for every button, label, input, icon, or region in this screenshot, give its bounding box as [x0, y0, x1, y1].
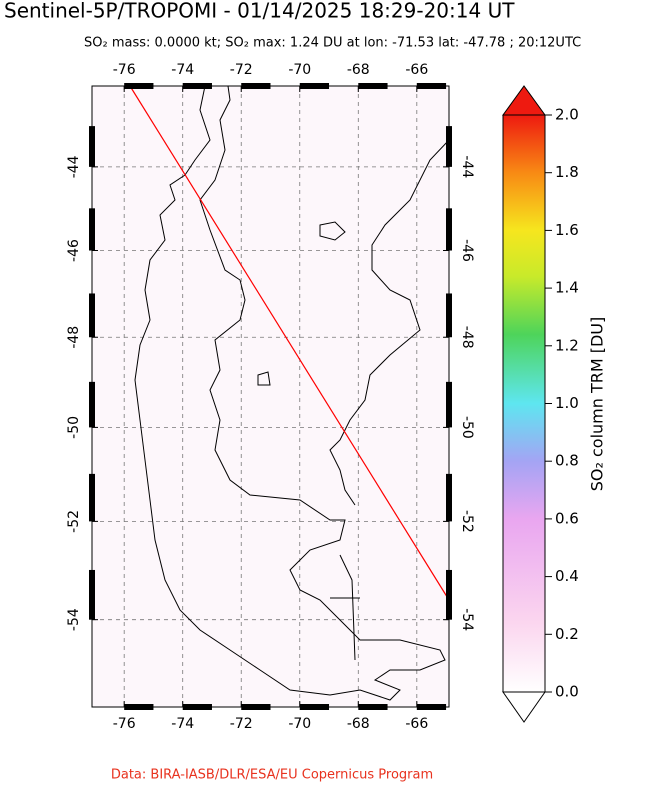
frame-bar	[89, 381, 95, 428]
frame-bar	[446, 208, 452, 251]
y-tick-label: -46	[459, 239, 475, 262]
y-tick-label: -48	[459, 326, 475, 349]
colorbar-tick-label: 0.4	[555, 567, 579, 585]
x-tick-label: -72	[230, 62, 253, 78]
y-tick-label: -50	[66, 416, 82, 439]
y-tick-label: -54	[66, 608, 82, 631]
frame-bar	[182, 83, 212, 89]
colorbar	[502, 114, 546, 693]
x-tick-label: -74	[171, 62, 194, 78]
frame-bar	[446, 293, 452, 338]
x-tick-label: -68	[347, 62, 370, 78]
title: Sentinel-5P/TROPOMI - 01/14/2025 18:29-2…	[4, 0, 515, 23]
frame-bar	[416, 83, 447, 89]
subtitle: SO₂ mass: 0.0000 kt; SO₂ max: 1.24 DU at…	[84, 36, 581, 51]
map-background	[92, 86, 449, 707]
frame-bar	[299, 83, 330, 89]
frame-bar	[446, 126, 452, 167]
coastlines	[134, 85, 450, 701]
colorbar-tick-label: 1.4	[555, 279, 579, 297]
colorbar-tick-label: 1.2	[555, 336, 579, 354]
colorbar-min-arrow	[502, 691, 546, 723]
frame-bar	[241, 704, 271, 710]
credit: Data: BIRA-IASB/DLR/ESA/EU Copernicus Pr…	[111, 768, 433, 783]
y-tick-label: -44	[459, 155, 475, 178]
frame-bar	[446, 569, 452, 620]
frame-bar	[89, 126, 95, 167]
colorbar-tick-label: 0.6	[555, 509, 579, 527]
colorbar-label: SO₂ column TRM [DU]	[588, 317, 607, 492]
colorbar-tick-label: 2.0	[555, 106, 579, 124]
colorbar-max-arrow	[502, 85, 546, 116]
frame-bar	[89, 293, 95, 338]
x-tick-label: -72	[230, 716, 253, 732]
x-tick-label: -70	[288, 716, 311, 732]
frame-bar	[89, 473, 95, 522]
colorbar-tick-label: 1.8	[555, 163, 579, 181]
colorbar-tick-label: 0.8	[555, 452, 579, 470]
colorbar-tick-label: 1.0	[555, 394, 579, 412]
frame-bar	[446, 473, 452, 522]
frame-bar	[358, 83, 388, 89]
x-tick-label: -68	[347, 716, 370, 732]
frame-bar	[89, 208, 95, 251]
y-tick-label: -44	[66, 155, 82, 178]
orbit-edge	[129, 85, 450, 601]
colorbar-tick-label: 1.6	[555, 221, 579, 239]
frame-bar	[358, 704, 388, 710]
x-tick-label: -66	[405, 62, 428, 78]
x-tick-label: -76	[113, 62, 136, 78]
x-tick-label: -70	[288, 62, 311, 78]
y-tick-label: -50	[459, 416, 475, 439]
frame-bar	[124, 704, 154, 710]
frame-bar	[124, 83, 154, 89]
colorbar-tick-label: 0.0	[555, 683, 579, 701]
y-tick-label: -52	[459, 510, 475, 533]
x-tick-label: -66	[405, 716, 428, 732]
frame-bar	[416, 704, 447, 710]
y-tick-label: -48	[66, 326, 82, 349]
colorbar-tick-label: 0.2	[555, 625, 579, 643]
frame-bar	[182, 704, 212, 710]
frame-bar	[446, 381, 452, 428]
frame-bar	[241, 83, 271, 89]
x-tick-label: -74	[171, 716, 194, 732]
y-tick-label: -46	[66, 239, 82, 262]
frame-bar	[89, 569, 95, 620]
frame-bar	[299, 704, 330, 710]
y-tick-label: -54	[459, 608, 475, 631]
y-tick-label: -52	[66, 510, 82, 533]
x-tick-label: -76	[113, 716, 136, 732]
